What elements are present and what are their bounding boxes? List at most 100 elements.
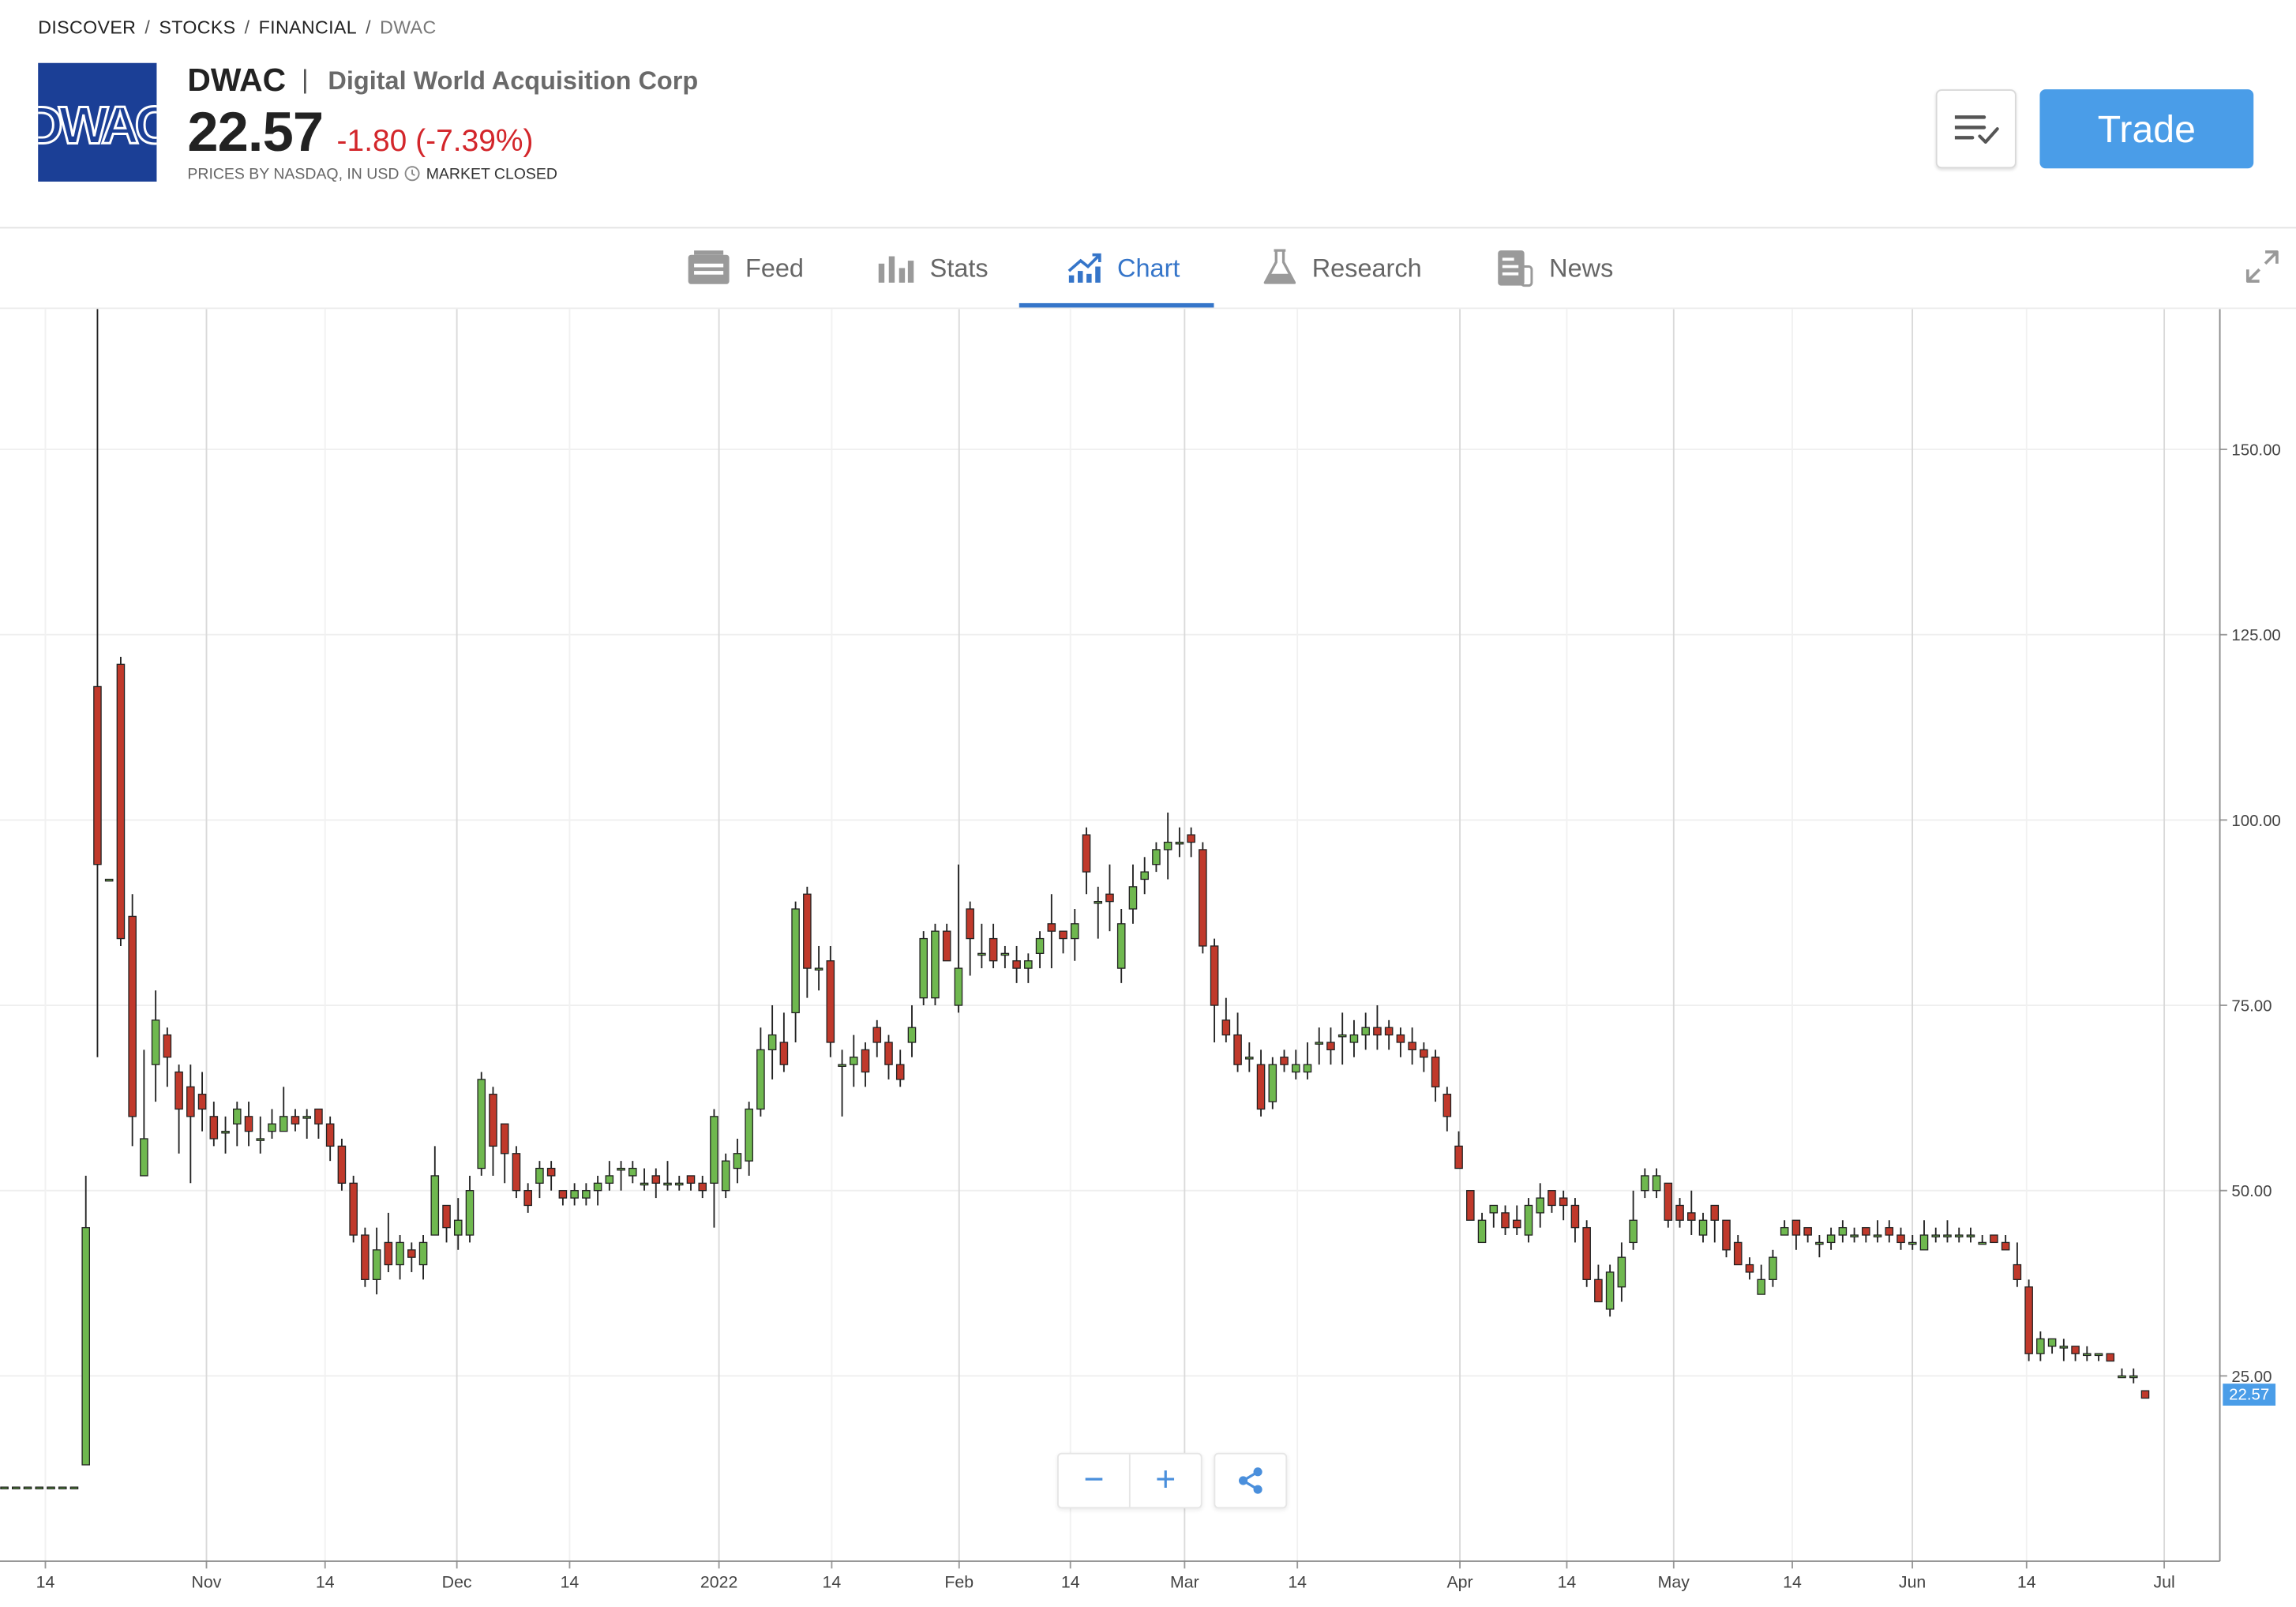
tab-feed[interactable]: Feed bbox=[687, 228, 804, 307]
x-tick-label: Feb bbox=[944, 1572, 974, 1591]
candle-body bbox=[1012, 960, 1021, 969]
candle-body bbox=[919, 937, 928, 999]
price-chart[interactable]: 175.00150.00125.00100.0075.0050.0025.001… bbox=[0, 309, 2296, 1606]
last-price-marker bbox=[2223, 1384, 2276, 1406]
breadcrumb-discover[interactable]: DISCOVER bbox=[38, 17, 137, 39]
candle-body bbox=[361, 1234, 370, 1280]
research-icon bbox=[1263, 249, 1296, 284]
zoom-out-button[interactable]: − bbox=[1083, 1460, 1105, 1500]
tab-stats[interactable]: Stats bbox=[877, 228, 989, 307]
candle-body bbox=[1349, 1034, 1359, 1043]
candle-body bbox=[1105, 893, 1114, 903]
candle-body bbox=[1733, 1241, 1743, 1266]
candle-body bbox=[756, 1049, 765, 1110]
x-tick-label: 14 bbox=[36, 1572, 55, 1591]
candle-body bbox=[1594, 1278, 1603, 1303]
candle-body bbox=[977, 952, 986, 956]
candle-body bbox=[407, 1249, 416, 1258]
candle-body bbox=[674, 1182, 684, 1186]
candle-body bbox=[256, 1138, 265, 1141]
x-tick-label: May bbox=[1658, 1572, 1690, 1591]
trade-button[interactable]: Trade bbox=[2039, 89, 2254, 169]
candle-body bbox=[1408, 1042, 1416, 1051]
tab-chart-label: Chart bbox=[1117, 252, 1180, 283]
candle-body bbox=[686, 1175, 696, 1184]
x-tick-label: Apr bbox=[1446, 1572, 1473, 1591]
candle-body bbox=[546, 1167, 556, 1177]
candle-body bbox=[710, 1116, 718, 1184]
candle-body bbox=[291, 1116, 300, 1125]
candle-body bbox=[1850, 1234, 1859, 1237]
candle-body bbox=[1582, 1226, 1591, 1280]
candle-body bbox=[465, 1190, 475, 1236]
candle-body bbox=[593, 1182, 602, 1192]
zoom-in-button[interactable]: + bbox=[1155, 1460, 1176, 1500]
candle-body bbox=[1256, 1064, 1266, 1110]
candle-body bbox=[2036, 1338, 2045, 1354]
tab-feed-label: Feed bbox=[745, 252, 804, 283]
x-tick-label: 14 bbox=[823, 1572, 842, 1591]
candle-body bbox=[232, 1108, 242, 1125]
candle-body bbox=[1337, 1034, 1347, 1038]
candle-body bbox=[1815, 1241, 1824, 1245]
candle-body bbox=[535, 1167, 544, 1184]
candle-body bbox=[1175, 841, 1184, 845]
candle-body bbox=[35, 1486, 44, 1490]
candle-body bbox=[1024, 960, 1033, 969]
candle-body bbox=[942, 930, 951, 962]
candle-body bbox=[1140, 871, 1149, 880]
svg-text:DWAC: DWAC bbox=[38, 97, 156, 156]
candle-body bbox=[337, 1145, 347, 1184]
candle-body bbox=[268, 1123, 276, 1132]
candle-body bbox=[1896, 1234, 1905, 1244]
x-tick-label: 14 bbox=[1558, 1572, 1577, 1591]
candle-body bbox=[1524, 1204, 1533, 1236]
candle-body bbox=[733, 1153, 742, 1170]
candle-body bbox=[663, 1182, 672, 1186]
candle-body bbox=[1512, 1219, 1521, 1229]
candle-body bbox=[1431, 1057, 1440, 1087]
x-tick-label: 14 bbox=[1783, 1572, 1802, 1591]
candle-body bbox=[989, 937, 998, 962]
candle-body bbox=[1548, 1190, 1556, 1207]
candle-body bbox=[628, 1167, 637, 1177]
candle-body bbox=[1291, 1064, 1300, 1073]
candle-body bbox=[1966, 1234, 1975, 1237]
tab-news[interactable]: News bbox=[1496, 228, 1613, 307]
watchlist-icon bbox=[1954, 115, 1999, 144]
share-icon bbox=[1238, 1467, 1262, 1494]
candle-body bbox=[1210, 945, 1219, 1006]
candle-body bbox=[1268, 1064, 1277, 1102]
breadcrumb-financial[interactable]: FINANCIAL bbox=[258, 17, 358, 39]
candle-body bbox=[1047, 923, 1056, 932]
candle-body bbox=[2106, 1353, 2115, 1362]
candle-body bbox=[221, 1130, 230, 1134]
candle-body bbox=[558, 1190, 568, 1199]
zoom-controls: − + bbox=[1057, 1452, 1202, 1509]
candle-body bbox=[453, 1219, 463, 1236]
breadcrumb-current: DWAC bbox=[380, 17, 437, 39]
candle-body bbox=[872, 1027, 882, 1043]
candle-body bbox=[1803, 1226, 1812, 1236]
tab-research[interactable]: Research bbox=[1262, 228, 1422, 307]
candle-body bbox=[1199, 849, 1207, 947]
candle-body bbox=[1826, 1234, 1836, 1244]
share-button[interactable] bbox=[1214, 1452, 1288, 1509]
candle-body bbox=[1187, 834, 1195, 843]
candle-body bbox=[23, 1486, 32, 1490]
candle-body bbox=[1094, 900, 1103, 904]
candle-body bbox=[396, 1241, 404, 1266]
chart-icon bbox=[1067, 253, 1101, 283]
candle-body bbox=[1722, 1219, 1731, 1251]
expand-icon[interactable] bbox=[2245, 249, 2280, 284]
breadcrumb-stocks[interactable]: STOCKS bbox=[159, 17, 236, 39]
candle-body bbox=[721, 1160, 730, 1192]
watchlist-button[interactable] bbox=[1935, 89, 2017, 169]
candle-body bbox=[1420, 1049, 1428, 1058]
tab-chart[interactable]: Chart bbox=[1067, 228, 1180, 307]
active-tab-indicator bbox=[1019, 302, 1214, 308]
candle-body bbox=[1489, 1204, 1499, 1214]
y-tick-label: 50.00 bbox=[2231, 1183, 2272, 1200]
candle-body bbox=[1116, 923, 1126, 969]
x-tick-label: 14 bbox=[1288, 1572, 1307, 1591]
